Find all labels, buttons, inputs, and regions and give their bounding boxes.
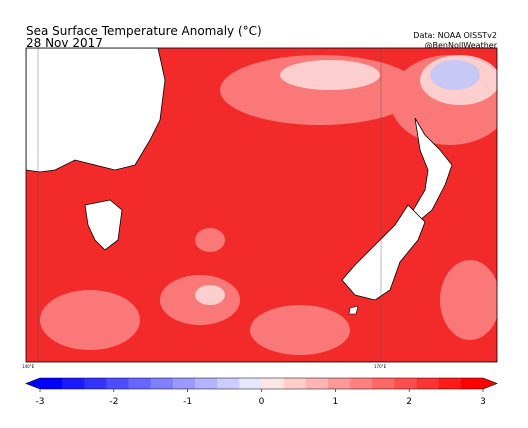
colorbar-segment (150, 378, 174, 389)
tasmania (84, 199, 123, 251)
colorbar-segment (372, 378, 395, 389)
colorbar-segment (305, 378, 329, 389)
stewart-island (348, 305, 359, 315)
colorbar-segment (394, 378, 417, 389)
credit: @BenNollWeather (425, 41, 498, 50)
colorbar-tick-label: 0 (259, 397, 265, 407)
colorbar-extend (483, 378, 497, 389)
title: Sea Surface Temperature Anomaly (°C) (26, 24, 262, 38)
colorbar-segment (62, 378, 85, 389)
colorbar-segment (84, 378, 107, 389)
colorbar-tick-label: -1 (183, 397, 192, 407)
colorbar-segment (460, 378, 484, 389)
colorbar-segment (350, 378, 373, 389)
colorbar-tick-label: 3 (480, 397, 486, 407)
lon-label: 140°E (22, 364, 35, 369)
colorbar: -3 -2 -1 0 1 2 3 (25, 377, 498, 407)
map: 140°E 170°E (22, 47, 498, 369)
source: Data: NOAA OISSTv2 (413, 31, 497, 40)
colorbar-tick-label: -2 (109, 397, 118, 407)
colorbar-segment (217, 378, 240, 389)
colorbar-segment (327, 378, 351, 389)
colorbar-tick-label: -3 (36, 397, 45, 407)
nz-north-island (411, 117, 453, 221)
nz-south-island (341, 204, 426, 301)
date: 28 Nov 2017 (26, 36, 103, 50)
colorbar-segment (40, 378, 63, 389)
australia (26, 48, 166, 173)
colorbar-tick-label: 2 (406, 397, 412, 407)
colorbar-segment (172, 378, 196, 389)
colorbar-segment (106, 378, 129, 389)
colorbar-segment (239, 378, 262, 389)
colorbar-segment (128, 378, 152, 389)
colorbar-extend (26, 378, 40, 389)
cold-patch (430, 60, 480, 90)
colorbar-segment (438, 378, 462, 389)
map-frame (25, 47, 498, 363)
colorbar-segment (283, 378, 307, 389)
colorbar-segment (195, 378, 218, 389)
colorbar-segment (261, 378, 284, 389)
colorbar-tick-label: 1 (332, 397, 338, 407)
lon-label: 170°E (374, 364, 387, 369)
colorbar-segment (416, 378, 439, 389)
